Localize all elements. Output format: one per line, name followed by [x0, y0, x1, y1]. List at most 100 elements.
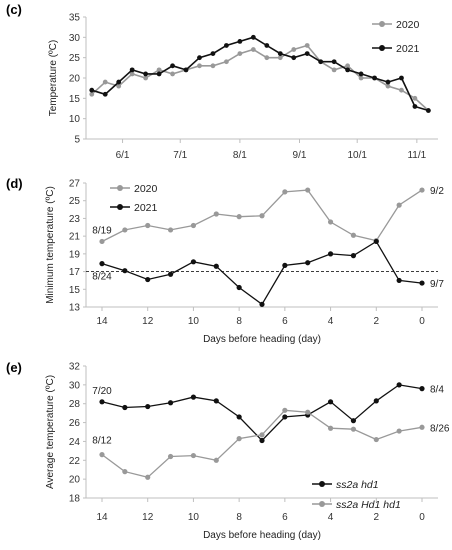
- data-point: [373, 238, 379, 245]
- data-point: [236, 214, 242, 220]
- x-tick-label: 0: [419, 316, 425, 327]
- data-point: [264, 43, 270, 48]
- y-axis-title: Average temperature (ºC): [45, 375, 56, 489]
- y-tick-label: 22: [69, 456, 81, 467]
- data-point: [237, 51, 243, 56]
- series-2020: [89, 43, 431, 113]
- data-point: [102, 91, 108, 97]
- data-point: [419, 187, 425, 193]
- x-axis-title: Days before heading (day): [203, 334, 321, 345]
- data-point: [122, 227, 128, 233]
- chart-panel-0: (c) 5 10 15 20 25 30 35 6/1 7/1 8/1 9/1 10/1 11/1 Temp…: [6, 2, 438, 161]
- data-point: [385, 83, 391, 89]
- legend-label: ss2a Hd1 hd1: [336, 499, 401, 511]
- data-point: [167, 271, 174, 277]
- data-point: [350, 253, 357, 259]
- data-point: [419, 280, 425, 286]
- data-point: [282, 414, 288, 420]
- annotation-label: 8/19: [92, 225, 112, 236]
- data-point: [190, 222, 197, 229]
- x-tick-label: 10: [188, 512, 200, 523]
- data-point: [259, 432, 265, 438]
- data-point: [305, 409, 311, 415]
- y-tick-label: 30: [69, 33, 81, 44]
- x-tick-label: 6: [282, 512, 288, 523]
- y-tick-label: 10: [69, 114, 81, 125]
- y-tick-label: 18: [69, 494, 81, 505]
- legend-marker: [379, 45, 385, 51]
- data-point: [327, 399, 334, 405]
- data-point: [129, 71, 135, 77]
- annotation-label: 8/24: [92, 272, 112, 283]
- y-tick-label: 32: [69, 362, 81, 373]
- data-point: [327, 219, 334, 225]
- series-line: [101, 409, 423, 479]
- data-point: [170, 71, 175, 77]
- data-point: [99, 399, 105, 405]
- data-point: [210, 51, 216, 56]
- x-tick-label: 12: [142, 512, 154, 523]
- data-point: [282, 262, 288, 268]
- y-tick-label: 13: [69, 303, 81, 314]
- data-point: [425, 108, 431, 113]
- data-point: [419, 386, 425, 392]
- data-point: [282, 407, 288, 413]
- data-point: [396, 277, 402, 284]
- x-tick-label: 4: [328, 512, 334, 523]
- data-point: [89, 91, 95, 97]
- series-2020: [99, 187, 425, 245]
- data-point: [385, 79, 391, 85]
- data-point: [236, 284, 242, 291]
- data-point: [210, 63, 216, 69]
- data-point: [412, 104, 418, 109]
- series-line: [101, 240, 423, 306]
- data-point: [213, 211, 219, 217]
- x-tick-label: 4: [328, 316, 334, 327]
- data-point: [350, 426, 357, 432]
- y-tick-label: 25: [69, 196, 81, 207]
- data-point: [277, 55, 283, 61]
- data-point: [89, 87, 95, 93]
- data-point: [412, 95, 418, 101]
- data-point: [331, 59, 337, 65]
- legend-marker: [117, 204, 123, 210]
- y-axis-title: Temperature (ºC): [48, 40, 59, 116]
- legend-marker: [379, 21, 385, 27]
- data-point: [373, 436, 379, 443]
- data-point: [167, 453, 174, 460]
- legend-label: ss2a hd1: [336, 479, 379, 491]
- annotation-label: 9/2: [430, 186, 444, 197]
- x-tick-label: 0: [419, 512, 425, 523]
- y-tick-label: 20: [69, 74, 81, 85]
- data-point: [145, 474, 151, 480]
- data-point: [197, 55, 202, 61]
- y-tick-label: 17: [69, 267, 81, 278]
- y-axis-title: Minimum temperature (ºC): [45, 186, 56, 304]
- x-tick-label: 2: [374, 512, 380, 523]
- data-point: [170, 63, 175, 69]
- data-point: [350, 232, 357, 238]
- data-point: [213, 457, 219, 463]
- data-point: [327, 425, 334, 431]
- x-tick-label: 6/1: [116, 150, 130, 161]
- data-point: [304, 51, 310, 56]
- series-line: [101, 384, 423, 442]
- x-tick-label: 11/1: [407, 150, 426, 161]
- data-point: [399, 87, 404, 93]
- annotation-label: 8/4: [430, 385, 444, 396]
- panel-letter: (e): [6, 360, 22, 375]
- data-point: [237, 39, 243, 44]
- data-point: [129, 67, 135, 73]
- data-point: [145, 276, 151, 283]
- data-point: [282, 189, 288, 195]
- data-point: [318, 59, 324, 65]
- y-tick-label: 27: [69, 179, 81, 190]
- data-point: [291, 55, 297, 61]
- annotation-label: 8/26: [430, 423, 450, 434]
- y-tick-label: 30: [69, 380, 81, 391]
- data-point: [145, 222, 151, 229]
- series-2021: [99, 238, 425, 307]
- legend-label: 2020: [134, 183, 158, 195]
- series-line: [91, 44, 429, 112]
